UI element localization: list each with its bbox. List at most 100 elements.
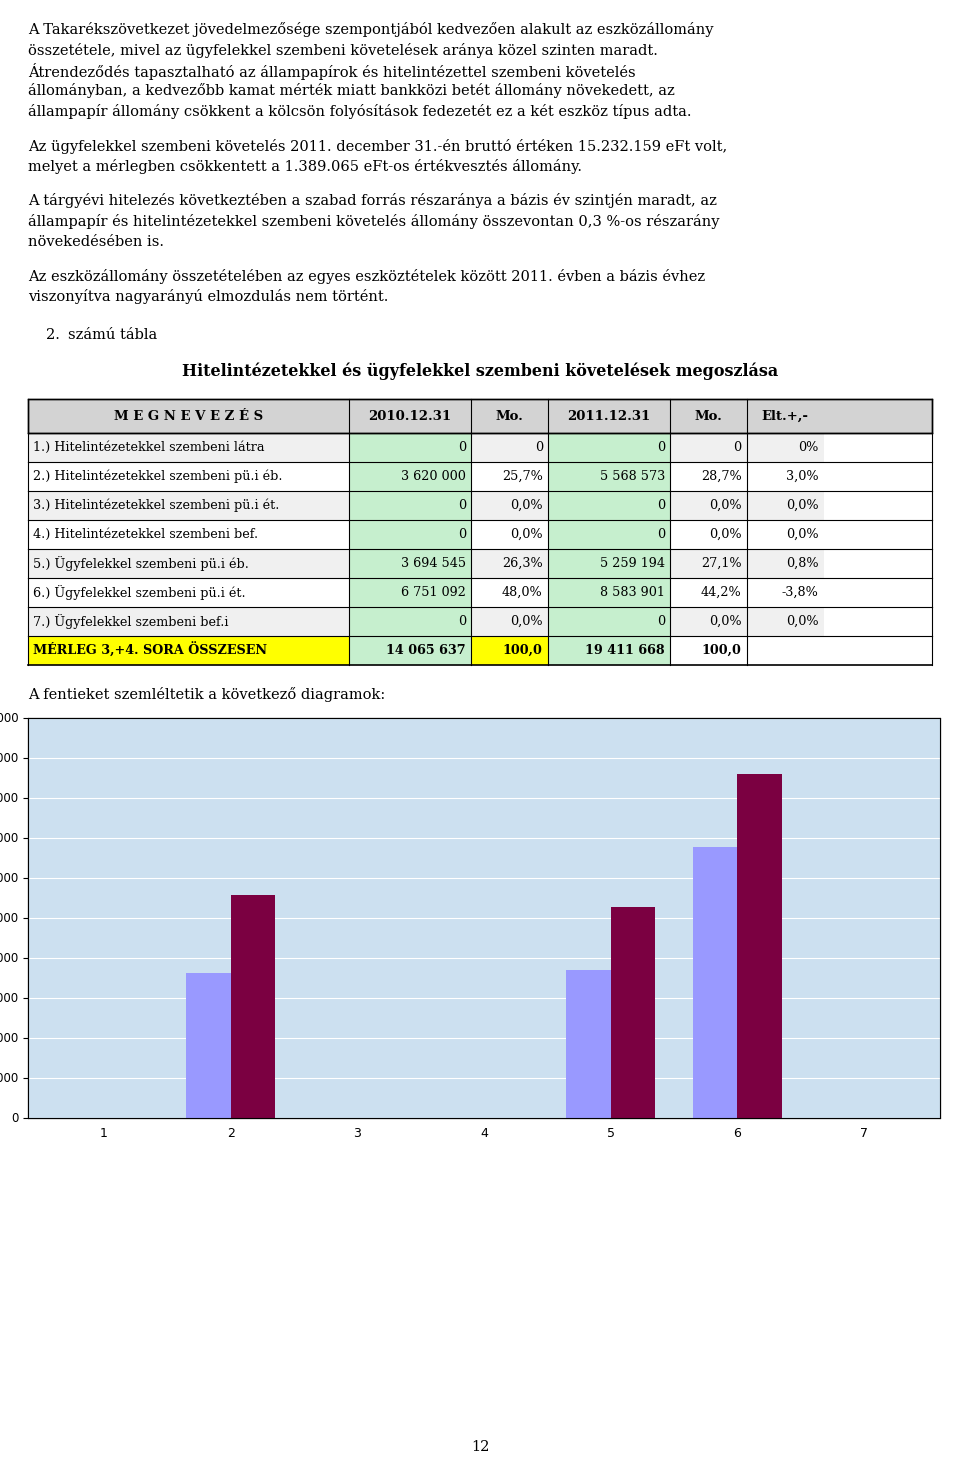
Text: 25,7%: 25,7% <box>502 470 542 483</box>
Text: növekedésében is.: növekedésében is. <box>28 234 164 249</box>
Text: 6 751 092: 6 751 092 <box>401 587 466 598</box>
Text: 0: 0 <box>657 499 665 512</box>
Bar <box>548 636 670 666</box>
Bar <box>348 519 471 549</box>
Text: 0,8%: 0,8% <box>786 557 819 571</box>
Text: 1.) Hitelintézetekkel szembeni látra: 1.) Hitelintézetekkel szembeni látra <box>33 440 265 454</box>
Text: 0,0%: 0,0% <box>786 614 819 628</box>
Text: állampapír és hitelintézetekkel szembeni követelés állomány összevontan 0,3 %-os: állampapír és hitelintézetekkel szembeni… <box>28 214 719 230</box>
Text: 0,0%: 0,0% <box>786 499 819 512</box>
Bar <box>670 549 747 578</box>
Bar <box>670 462 747 492</box>
Text: 0: 0 <box>657 614 665 628</box>
Bar <box>548 519 670 549</box>
Text: A Takarékszövetkezet jövedelmezősége szempontjából kedvezően alakult az eszközál: A Takarékszövetkezet jövedelmezősége sze… <box>28 22 713 37</box>
Text: 0,0%: 0,0% <box>510 499 542 512</box>
Bar <box>471 519 548 549</box>
Bar <box>471 607 548 636</box>
Text: 0,0%: 0,0% <box>709 614 742 628</box>
Bar <box>348 578 471 607</box>
Text: 0%: 0% <box>798 440 819 454</box>
Bar <box>471 636 548 666</box>
Text: A tárgyévi hitelezés következtében a szabad forrás részaránya a bázis év szintjé: A tárgyévi hitelezés következtében a sza… <box>28 193 717 209</box>
Bar <box>747 492 824 519</box>
Bar <box>348 607 471 636</box>
Bar <box>471 462 548 492</box>
Text: 0: 0 <box>458 499 466 512</box>
Bar <box>348 492 471 519</box>
Text: 27,1%: 27,1% <box>701 557 742 571</box>
Bar <box>747 549 824 578</box>
Bar <box>670 578 747 607</box>
Text: 0: 0 <box>458 528 466 541</box>
Text: 44,2%: 44,2% <box>701 587 742 598</box>
Bar <box>747 578 824 607</box>
Text: 0: 0 <box>458 440 466 454</box>
Text: 2.: 2. <box>46 328 60 342</box>
Text: állampapír állomány csökkent a kölcsön folyósítások fedezetét ez a két eszköz tí: állampapír állomány csökkent a kölcsön f… <box>28 104 691 119</box>
Text: Az ügyfelekkel szembeni követelés 2011. december 31.-én bruttó értéken 15.232.15: Az ügyfelekkel szembeni követelés 2011. … <box>28 139 728 154</box>
Text: 2011.12.31: 2011.12.31 <box>567 410 651 423</box>
Text: 6.) Ügyfelekkel szembeni pü.i ét.: 6.) Ügyfelekkel szembeni pü.i ét. <box>33 585 246 600</box>
Text: állományban, a kedvezőbb kamat mérték miatt bankközi betét állomány növekedett, : állományban, a kedvezőbb kamat mérték mi… <box>28 83 675 98</box>
Bar <box>230 895 275 1118</box>
Bar <box>670 636 747 666</box>
Text: 0,0%: 0,0% <box>709 528 742 541</box>
Text: Hitelintézetekkel és ügyfelekkel szembeni követelések megoszlása: Hitelintézetekkel és ügyfelekkel szemben… <box>181 363 779 380</box>
Text: 3,0%: 3,0% <box>786 470 819 483</box>
Bar <box>737 774 781 1118</box>
Bar <box>28 636 348 666</box>
Bar <box>471 433 548 462</box>
Text: 0: 0 <box>657 440 665 454</box>
Bar <box>28 399 932 433</box>
Bar <box>348 462 471 492</box>
Text: 26,3%: 26,3% <box>502 557 542 571</box>
Text: 0,0%: 0,0% <box>709 499 742 512</box>
Text: 2010.12.31: 2010.12.31 <box>369 410 451 423</box>
Bar <box>471 549 548 578</box>
Bar <box>747 607 824 636</box>
Text: 3 694 545: 3 694 545 <box>401 557 466 571</box>
Bar <box>670 607 747 636</box>
Bar <box>348 433 471 462</box>
Text: 5 259 194: 5 259 194 <box>600 557 665 571</box>
Bar <box>28 578 348 607</box>
Bar <box>548 492 670 519</box>
Text: 12: 12 <box>470 1440 490 1454</box>
Bar <box>28 462 348 492</box>
Bar <box>548 433 670 462</box>
Bar <box>693 847 737 1118</box>
Text: 19 411 668: 19 411 668 <box>586 644 665 657</box>
Text: 3.) Hitelintézetekkel szembeni pü.i ét.: 3.) Hitelintézetekkel szembeni pü.i ét. <box>33 499 279 512</box>
Bar <box>670 492 747 519</box>
Text: 3 620 000: 3 620 000 <box>401 470 466 483</box>
Text: 48,0%: 48,0% <box>502 587 542 598</box>
Text: MÉRLEG 3,+4. SORA ÖSSZESEN: MÉRLEG 3,+4. SORA ÖSSZESEN <box>33 642 267 658</box>
Text: 28,7%: 28,7% <box>701 470 742 483</box>
Text: 8 583 901: 8 583 901 <box>600 587 665 598</box>
Text: 0: 0 <box>458 614 466 628</box>
Text: számú tábla: számú tábla <box>68 328 157 342</box>
Bar <box>670 519 747 549</box>
Text: viszonyítva nagyarányú elmozdulás nem történt.: viszonyítva nagyarányú elmozdulás nem tö… <box>28 290 389 304</box>
Text: 5 568 573: 5 568 573 <box>600 470 665 483</box>
Bar <box>471 578 548 607</box>
Bar <box>28 492 348 519</box>
Text: Mo.: Mo. <box>694 410 722 423</box>
Bar <box>747 433 824 462</box>
Bar <box>548 607 670 636</box>
Text: 14 065 637: 14 065 637 <box>386 644 466 657</box>
Text: 0,0%: 0,0% <box>510 614 542 628</box>
Text: 100,0: 100,0 <box>503 644 542 657</box>
Text: 7.) Ügyfelekkel szembeni bef.i: 7.) Ügyfelekkel szembeni bef.i <box>33 614 228 629</box>
Text: 4.) Hitelintézetekkel szembeni bef.: 4.) Hitelintézetekkel szembeni bef. <box>33 528 258 541</box>
Text: Elt.+,-: Elt.+,- <box>761 410 808 423</box>
Text: 0: 0 <box>733 440 742 454</box>
Bar <box>28 717 940 1118</box>
Text: 0,0%: 0,0% <box>786 528 819 541</box>
Bar <box>611 907 655 1118</box>
Bar <box>28 433 348 462</box>
Bar <box>747 519 824 549</box>
Text: melyet a mérlegben csökkentett a 1.389.065 eFt-os értékvesztés állomány.: melyet a mérlegben csökkentett a 1.389.0… <box>28 159 582 174</box>
Bar <box>186 973 230 1118</box>
